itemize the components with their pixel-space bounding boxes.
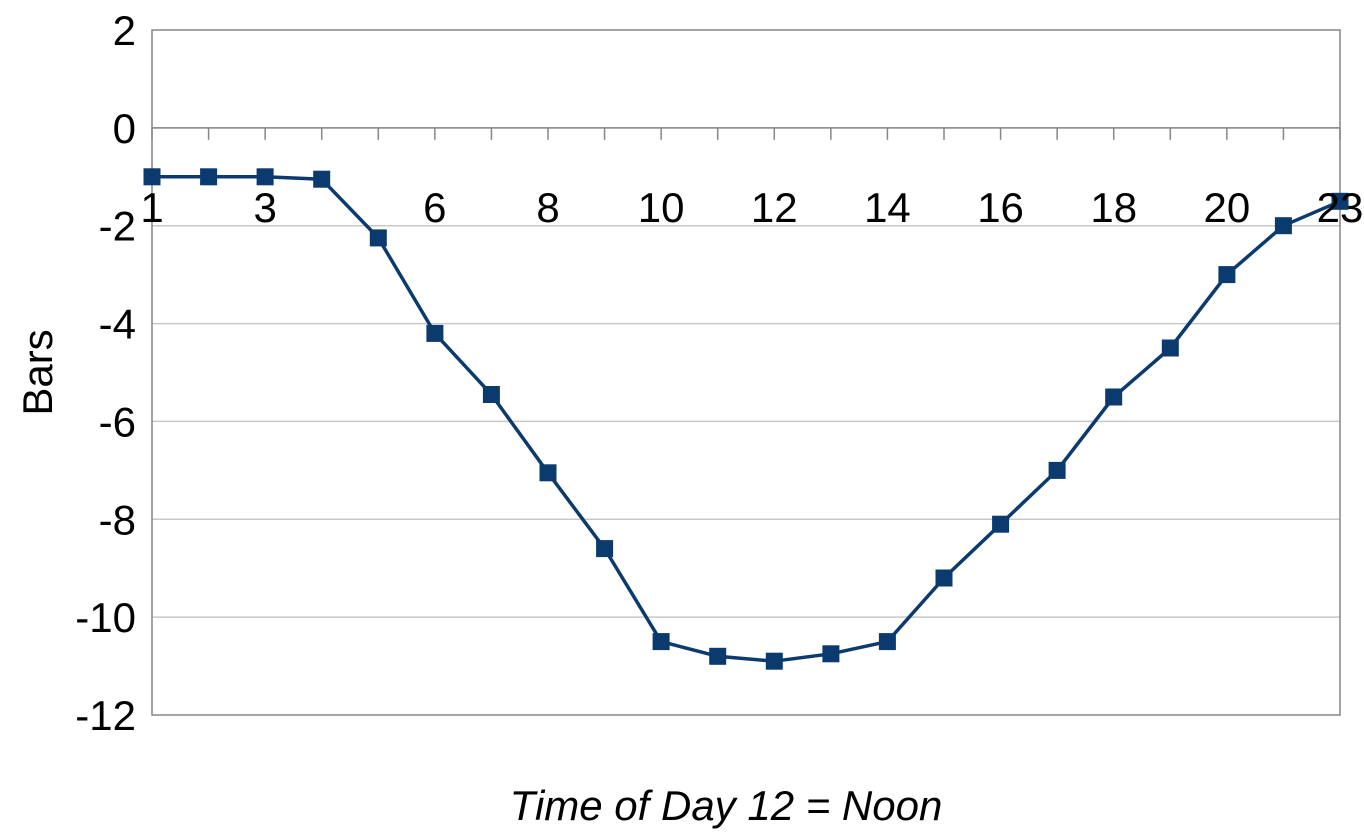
y-tick-label: -10 — [75, 594, 136, 641]
y-tick-label: -2 — [99, 203, 136, 250]
x-axis-tick-marks — [151, 127, 1341, 140]
y-axis-title: Bars — [14, 329, 61, 415]
y-tick-label: -6 — [99, 398, 136, 445]
data-point — [709, 647, 727, 665]
data-point — [992, 515, 1010, 533]
y-tick-label: -12 — [75, 692, 136, 739]
data-point — [200, 168, 218, 186]
plot-area-frame — [151, 29, 1341, 716]
x-tick-label: 6 — [423, 184, 446, 231]
data-point — [652, 633, 670, 651]
x-tick-label: 3 — [253, 184, 276, 231]
data-point — [1331, 192, 1349, 210]
x-tick-label: 14 — [864, 184, 911, 231]
data-point — [313, 170, 331, 188]
x-tick-label: 10 — [638, 184, 685, 231]
data-point — [1218, 266, 1236, 284]
data-point — [822, 645, 840, 663]
x-axis-tick-labels: 1 3 6 8 10 12 14 16 18 20 23 — [140, 184, 1363, 231]
data-point — [143, 168, 161, 186]
data-point — [935, 569, 953, 587]
data-point — [426, 324, 444, 342]
x-tick-label: 20 — [1203, 184, 1250, 231]
data-point — [539, 464, 557, 482]
data-point — [1105, 388, 1123, 406]
y-tick-label: -8 — [99, 496, 136, 543]
gridlines — [152, 127, 1340, 618]
data-point — [1048, 461, 1066, 479]
series-layer — [143, 168, 1349, 670]
data-point — [765, 652, 783, 670]
y-axis-tick-labels: 2 0 -2 -4 -6 -8 -10 -12 — [75, 7, 136, 739]
data-point — [256, 168, 274, 186]
data-point — [596, 540, 614, 558]
y-tick-label: 2 — [113, 7, 136, 54]
x-tick-label: 23 — [1317, 184, 1364, 231]
data-point — [482, 386, 500, 403]
x-tick-label: 12 — [751, 184, 798, 231]
data-point — [1161, 339, 1179, 357]
series-line — [152, 175, 1341, 663]
x-tick-label: 18 — [1090, 184, 1137, 231]
x-tick-label: 16 — [977, 184, 1024, 231]
data-point — [1274, 217, 1292, 235]
y-tick-label: 0 — [113, 105, 136, 152]
y-tick-label: -4 — [99, 301, 136, 348]
data-point — [369, 229, 387, 247]
data-point — [878, 633, 896, 651]
x-tick-label: 8 — [536, 184, 559, 231]
x-tick-label: 1 — [140, 184, 163, 231]
x-axis-title: Time of Day 12 = Noon — [510, 782, 943, 829]
